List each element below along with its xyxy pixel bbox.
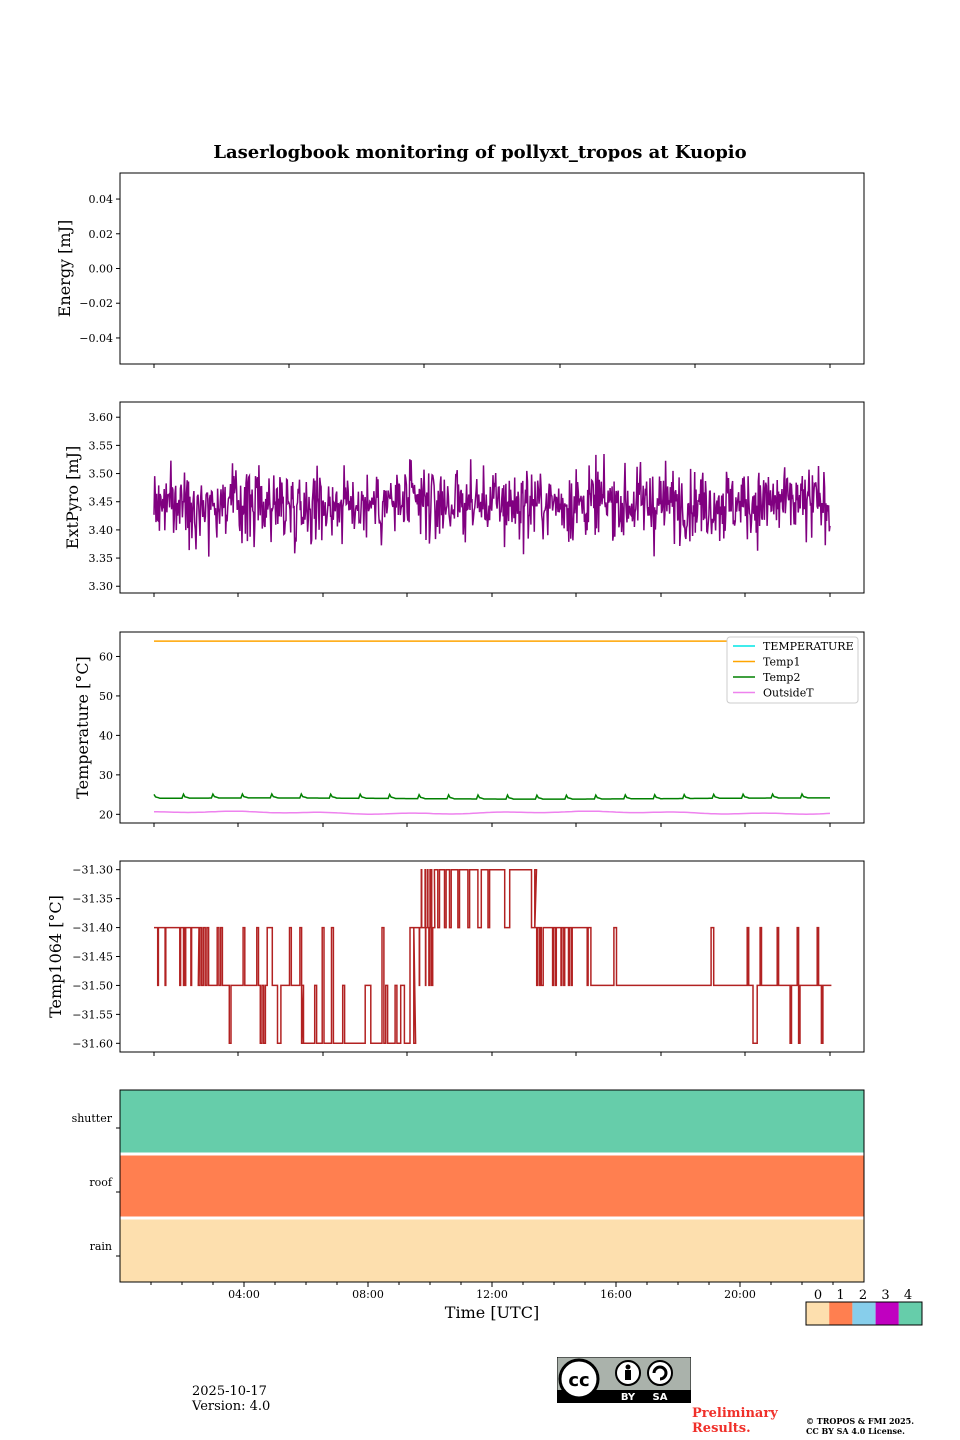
x-axis-label: Time [UTC] (445, 1303, 539, 1322)
x-tick-label: 04:00 (228, 1288, 260, 1301)
panel-extpyro: 3.60 3.55 3.50 3.45 3.40 3.35 3.30 ExtPyro [mJ] (63, 401, 865, 597)
y-tick-label-temperature: 40 (99, 729, 113, 742)
colorbar-tick-label: 3 (881, 1288, 889, 1303)
y-tick-label-extpyro: 3.35 (89, 552, 114, 565)
legend-box (726, 636, 859, 704)
series-line-outsidet (154, 810, 831, 815)
y-axis-label-energy: Energy [mJ] (55, 220, 74, 318)
copyright-line-1: © TROPOS & FMI 2025. (806, 1416, 915, 1426)
colorbar-tick-label: 4 (904, 1288, 912, 1303)
chart-title: Laserlogbook monitoring of pollyxt_tropo… (213, 142, 746, 163)
colorbar-cell-4 (898, 1302, 922, 1325)
plot-area-temperature (153, 640, 831, 815)
panels: 0.04 0.02 0.00 −0.02 −0.04 Energy [mJ] 3.60 3.5… (46, 172, 923, 1326)
panel-energy: 0.04 0.02 0.00 −0.02 −0.04 Energy [mJ] (55, 172, 865, 368)
y-tick-label-energy: −0.04 (79, 332, 113, 345)
y-tick-label-energy: 0.02 (89, 228, 114, 241)
series-line-temp2 (153, 792, 830, 800)
legend: TEMPERATURE Temp1 Temp2 OutsideT (726, 636, 859, 704)
colorbar-cell-0 (806, 1302, 830, 1325)
y-tick-label-temp1064: −31.50 (72, 979, 113, 992)
x-tick-label: 20:00 (724, 1288, 756, 1301)
cc-icon-text: cc (568, 1370, 589, 1391)
x-tick-label: 12:00 (476, 1288, 508, 1301)
series-line-extpyro (153, 453, 831, 557)
y-tick-label-extpyro: 3.55 (89, 439, 114, 452)
y-tick-label-extpyro: 3.50 (89, 468, 114, 481)
status-row-label: shutter (72, 1112, 113, 1125)
cc-license-badge: cc BY SA (557, 1357, 691, 1403)
y-tick-label-temperature: 50 (99, 690, 113, 703)
y-tick-label-temp1064: −31.40 (72, 922, 113, 935)
copyright-line-2: CC BY SA 4.0 License. (806, 1426, 905, 1436)
y-tick-label-temp1064: −31.45 (72, 951, 113, 964)
legend-label-temperature: TEMPERATURE (763, 640, 854, 653)
y-tick-label-temperature: 60 (99, 650, 113, 663)
preliminary-results-label: Preliminary Results. (692, 1406, 778, 1436)
colorbar-tick-label: 2 (859, 1288, 867, 1303)
sa-icon (647, 1360, 673, 1386)
plot-area-temp1064 (154, 868, 832, 1045)
by-label: BY (621, 1392, 636, 1403)
status-row-shutter (120, 1090, 864, 1154)
footer-version: Version: 4.0 (192, 1399, 271, 1414)
axes-frame-energy (119, 172, 865, 365)
colorbar-tick-label: 0 (814, 1288, 822, 1303)
series-line-temp1064 (154, 868, 832, 1045)
y-tick-label-extpyro: 3.60 (89, 411, 114, 424)
y-tick-label-extpyro: 3.40 (89, 524, 114, 537)
plot-area-extpyro (153, 453, 831, 557)
colorbar-tick-label: 1 (836, 1288, 844, 1303)
footer-info: 2025-10-17 Version: 4.0 (192, 1384, 270, 1414)
legend-label-temp2: Temp2 (763, 671, 800, 684)
y-tick-label-energy: 0.00 (89, 263, 114, 276)
status-row-label: rain (90, 1240, 112, 1253)
copyright-notice: © TROPOS & FMI 2025. CC BY SA 4.0 Licens… (806, 1416, 956, 1436)
x-tick-label: 08:00 (352, 1288, 384, 1301)
legend-label-temp1: Temp1 (763, 656, 800, 669)
y-tick-label-temp1064: −31.35 (72, 893, 113, 906)
panel-temp1064: −31.30 −31.35 −31.40 −31.45 −31.50 −31.55 −31.… (46, 860, 865, 1056)
footer-date: 2025-10-17 (192, 1384, 267, 1399)
y-axis-label-temperature: Temperature [°C] (73, 656, 92, 799)
y-tick-label-energy: −0.02 (79, 297, 113, 310)
panel-temperature: 60 50 40 30 20 Temperature [°C] TEMPERATURE Tem… (73, 631, 865, 827)
y-tick-label-temperature: 30 (99, 769, 113, 782)
sa-label: SA (653, 1392, 668, 1403)
cc-icon (558, 1358, 600, 1400)
y-axis-label-temp1064: Temp1064 [°C] (46, 895, 65, 1018)
y-tick-label-extpyro: 3.30 (89, 580, 114, 593)
y-tick-label-temp1064: −31.55 (72, 1008, 113, 1021)
y-tick-label-extpyro: 3.45 (89, 496, 114, 509)
panel-status: shutter roof rain 04:00 08:00 12:00 16:00 20:00… (72, 1089, 923, 1326)
y-tick-label-temperature: 20 (99, 808, 113, 821)
colorbar-cell-1 (829, 1302, 853, 1325)
legend-label-outsidet: OutsideT (763, 687, 814, 700)
y-tick-label-energy: 0.04 (89, 193, 114, 206)
status-row-label: roof (89, 1176, 113, 1189)
y-tick-label-temp1064: −31.60 (72, 1037, 113, 1050)
y-tick-label-temp1064: −31.30 (72, 864, 113, 877)
status-row-roof (120, 1154, 864, 1218)
colorbar-cell-3 (875, 1302, 899, 1325)
x-tick-label: 16:00 (600, 1288, 632, 1301)
status-row-rain (120, 1218, 864, 1282)
colorbar-frame (805, 1301, 923, 1326)
y-axis-label-extpyro: ExtPyro [mJ] (63, 446, 82, 549)
colorbar-cell-2 (852, 1302, 876, 1325)
